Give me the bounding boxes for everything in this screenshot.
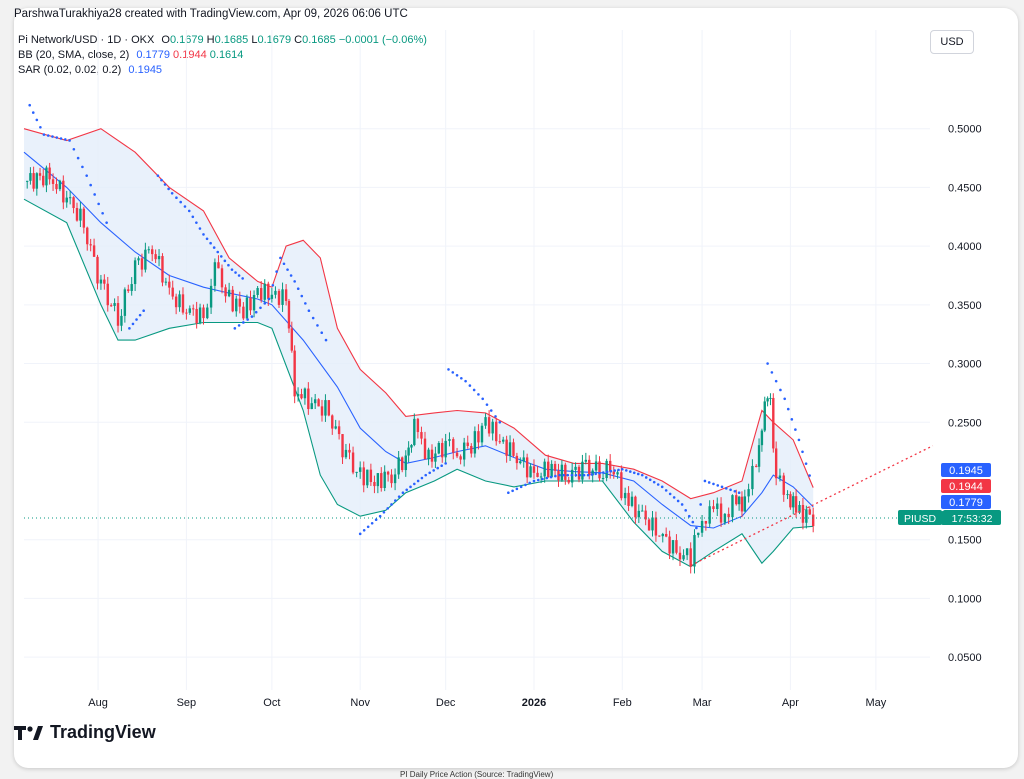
bb-label[interactable]: BB (20, SMA, close, 2) [18,49,130,61]
close-value: 0.1685 [302,34,336,46]
low-value: 0.1679 [257,34,292,46]
sar-label[interactable]: SAR (0.02, 0.02, 0.2) [18,64,122,76]
high-label: H [206,34,215,46]
bb-row: BB (20, SMA, close, 2) 0.1779 0.1944 0.1… [18,48,427,63]
change-value: −0.0001 (−0.06%) [338,34,427,46]
sar-value: 0.1945 [128,64,163,76]
high-value: 0.1685 [214,34,249,46]
symbol-label[interactable]: Pi Network/USD · 1D · OKX [18,34,155,46]
chart-card [14,8,1018,768]
bb-upper-value: 0.1944 [173,49,207,61]
indicator-legend: Pi Network/USD · 1D · OKX O0.1679 H0.168… [18,33,427,78]
tradingview-logo-text: TradingView [50,722,156,742]
figure-caption: PI Daily Price Action (Source: TradingVi… [400,770,554,779]
open-value: 0.1679 [169,34,204,46]
currency-button[interactable]: USD [930,30,974,54]
close-label: C [294,34,303,46]
sar-row: SAR (0.02, 0.02, 0.2) 0.1945 [18,63,427,78]
chart-header: ParshwaTurakhiya28 created with TradingV… [14,8,408,20]
bb-basis-value: 0.1779 [136,49,170,61]
tradingview-logo[interactable]: TradingView [14,722,156,743]
open-label: O [161,34,170,46]
bb-lower-value: 0.1614 [209,49,244,61]
tradingview-logo-icon [14,725,43,740]
symbol-row: Pi Network/USD · 1D · OKX O0.1679 H0.168… [18,33,427,48]
low-label: L [251,34,258,46]
